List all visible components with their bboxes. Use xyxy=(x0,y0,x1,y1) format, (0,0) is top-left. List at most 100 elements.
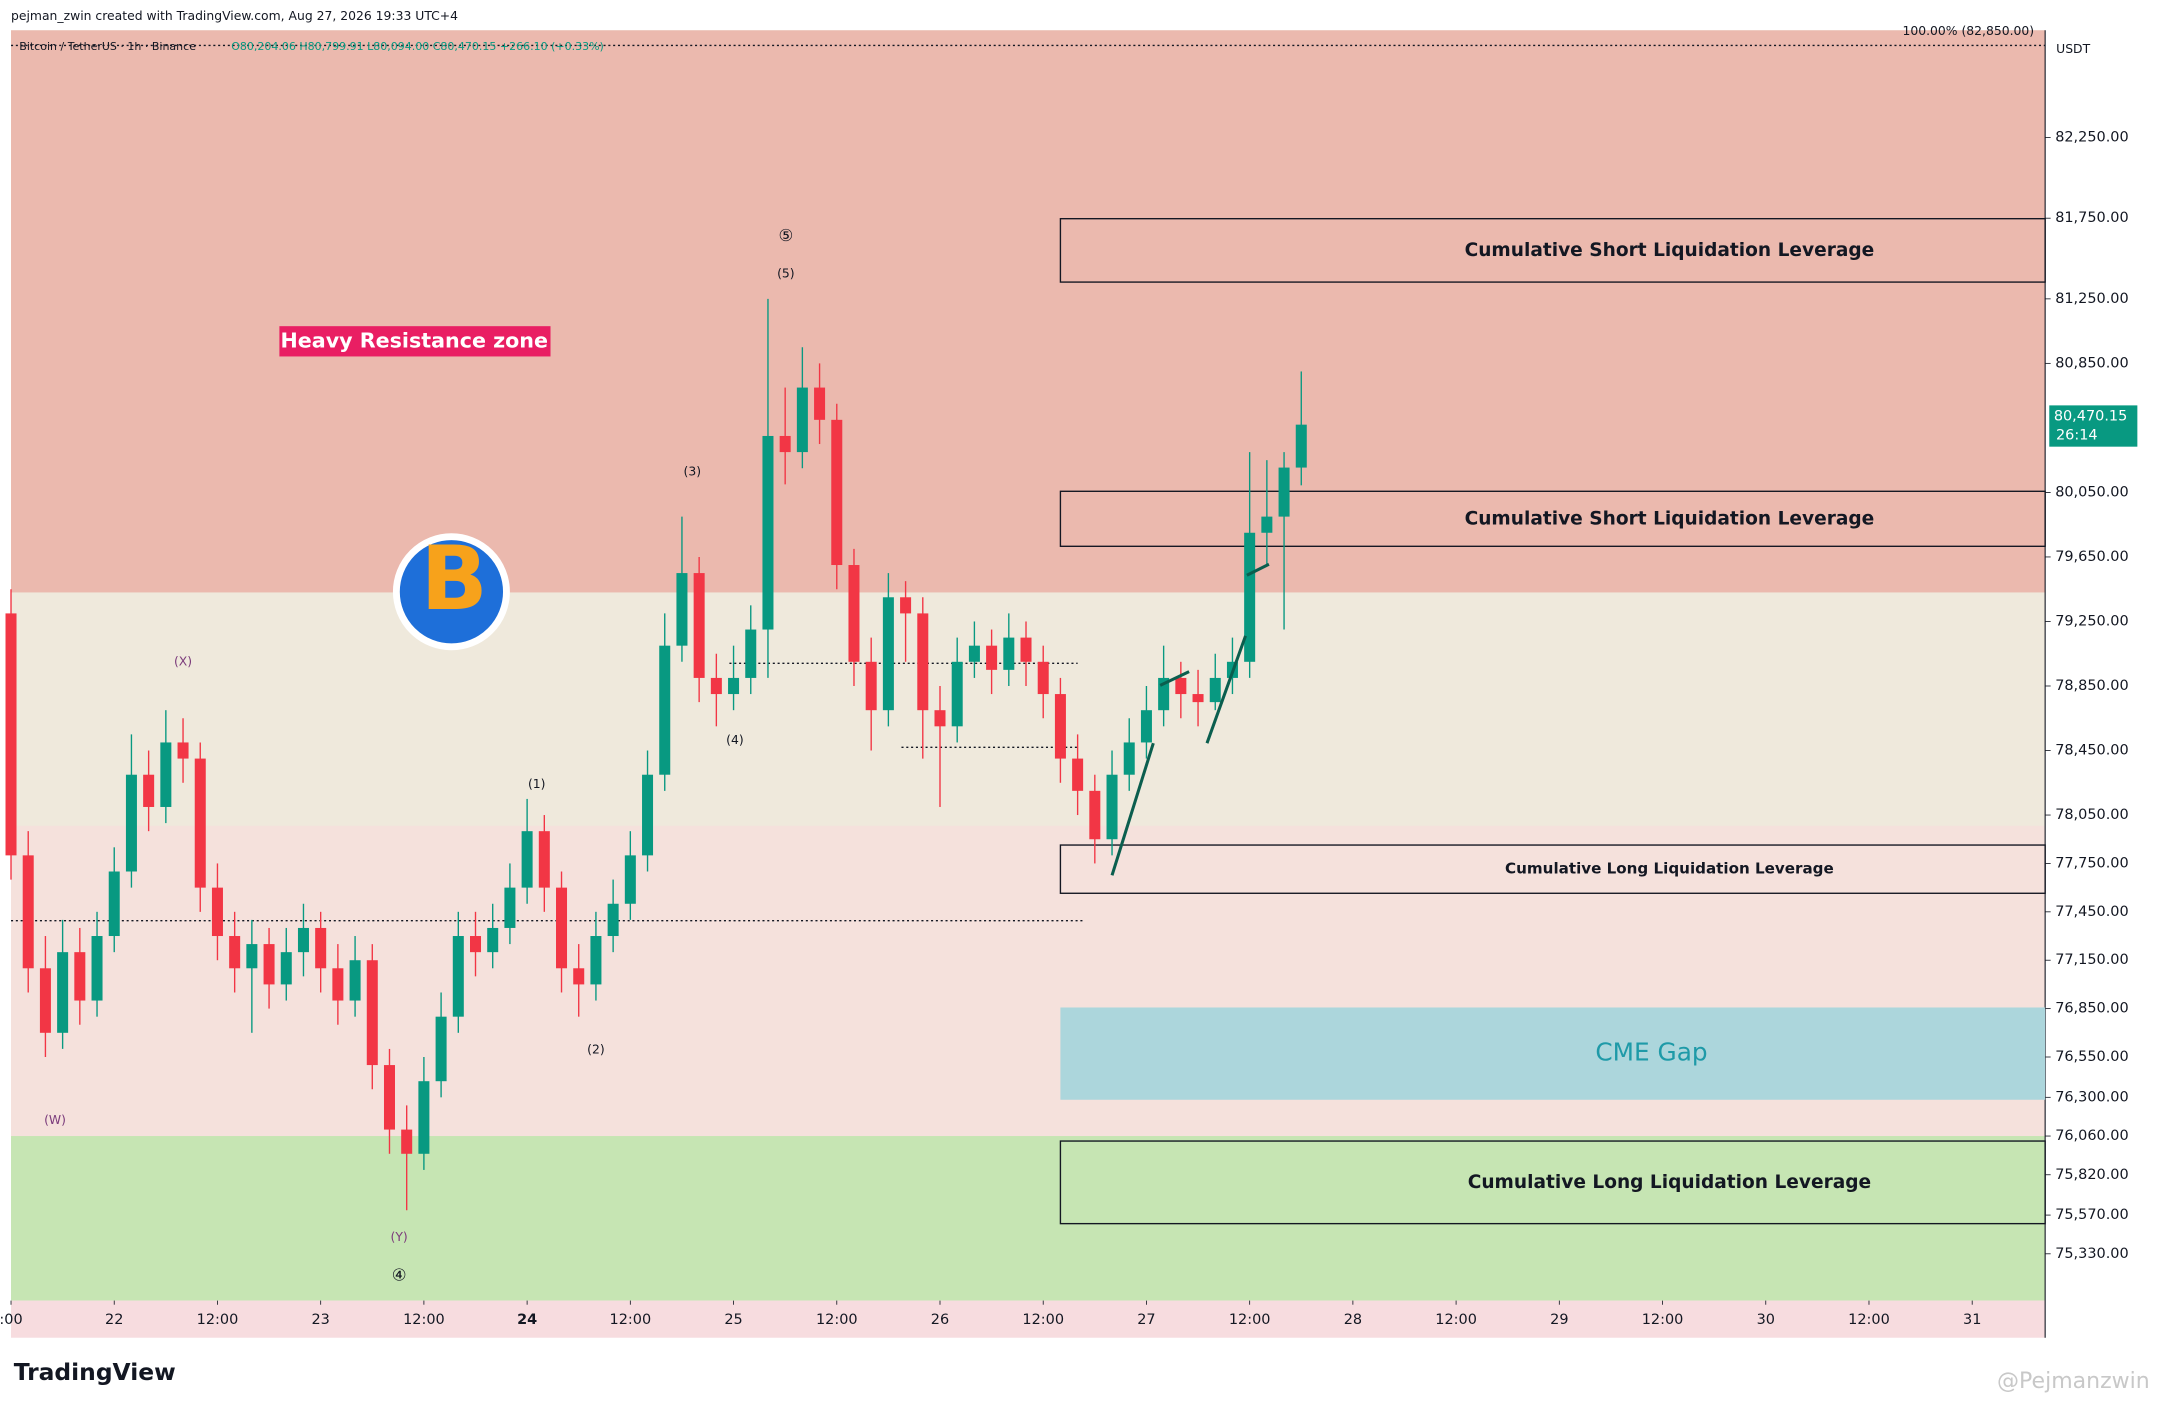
candle-body xyxy=(504,887,516,928)
candle-body xyxy=(229,936,241,969)
candle-body xyxy=(108,871,120,937)
wave-label: (Y) xyxy=(391,1230,408,1244)
author-line: pejman_zwin created with TradingView.com… xyxy=(11,9,458,23)
logo-circle xyxy=(392,533,510,651)
x-tick-label: 12:00 xyxy=(197,1312,239,1328)
y-tick-label: 76,850.00 xyxy=(2055,1001,2128,1017)
candle-body xyxy=(1054,694,1066,759)
candle-body xyxy=(297,927,309,953)
candle-body xyxy=(693,573,705,678)
y-tick-label: 78,850.00 xyxy=(2055,678,2128,694)
zone-box xyxy=(1059,844,2046,894)
last-price: 80,470.15 xyxy=(2054,408,2127,424)
x-tick-label: 12:00 xyxy=(816,1312,858,1328)
logo: TradingView xyxy=(14,1358,176,1386)
candle-body xyxy=(315,927,327,969)
candle-body xyxy=(1106,774,1118,840)
y-tick-label: 75,570.00 xyxy=(2055,1207,2128,1223)
candle-body xyxy=(332,968,344,1001)
y-tick-label: 80,050.00 xyxy=(2055,484,2128,500)
x-tick-label: :00 xyxy=(0,1312,23,1328)
candle-body xyxy=(573,968,585,985)
x-tick-label: 24 xyxy=(517,1312,537,1328)
y-tick-label: 81,250.00 xyxy=(2055,291,2128,307)
candle-body xyxy=(659,645,671,775)
x-tick-label: 29 xyxy=(1550,1312,1568,1328)
y-tick-label: 80,850.00 xyxy=(2055,355,2128,371)
candle-body xyxy=(882,597,894,711)
arrow xyxy=(1205,635,1247,744)
candle-body xyxy=(1192,694,1204,703)
x-tick-label: 12:00 xyxy=(1848,1312,1890,1328)
candle-body xyxy=(796,387,808,453)
candle-body xyxy=(280,952,292,985)
zone-box xyxy=(1059,1140,2046,1225)
x-tick-label: 26 xyxy=(931,1312,949,1328)
x-tick-label: 12:00 xyxy=(1642,1312,1684,1328)
candle-body xyxy=(91,936,103,1001)
candle-body xyxy=(951,661,963,727)
x-tick-label: 25 xyxy=(724,1312,742,1328)
wave-label: (4) xyxy=(726,733,744,747)
x-tick-label: 12:00 xyxy=(1435,1312,1477,1328)
y-tick-label: 75,330.00 xyxy=(2055,1246,2128,1262)
candle-body xyxy=(779,435,791,453)
candle-body xyxy=(1278,467,1290,517)
candle-body xyxy=(865,661,877,711)
zone-label: Cumulative Short Liquidation Leverage xyxy=(1465,240,1875,261)
candle-body xyxy=(349,960,361,1001)
zone-box xyxy=(1060,1007,2046,1100)
y-tick-label: 82,250.00 xyxy=(2055,130,2128,146)
wave-label: (3) xyxy=(684,465,702,479)
candle-body xyxy=(900,597,912,614)
wave-label: (1) xyxy=(528,777,546,791)
candle-body xyxy=(1140,710,1152,743)
candle-body xyxy=(143,774,155,807)
zone-box xyxy=(1059,217,2046,283)
candle-body xyxy=(383,1065,395,1130)
candle-body xyxy=(211,887,223,937)
x-tick-label: 12:00 xyxy=(610,1312,652,1328)
x-tick-label: 12:00 xyxy=(1229,1312,1271,1328)
candle-body xyxy=(814,387,826,420)
candle-body xyxy=(538,831,550,888)
candle-body xyxy=(745,629,757,678)
candle-body xyxy=(469,936,482,953)
wave-label: (2) xyxy=(587,1043,605,1057)
candle-body xyxy=(39,968,51,1033)
candle-body xyxy=(435,1016,447,1082)
price-tag xyxy=(2049,405,2138,447)
zone-label: Cumulative Long Liquidation Leverage xyxy=(1468,1172,1871,1193)
candle-body xyxy=(968,645,980,662)
y-tick-label: 76,300.00 xyxy=(2055,1089,2128,1105)
zone-label: CME Gap xyxy=(1595,1038,1707,1067)
candle-body xyxy=(917,613,929,711)
candle-body xyxy=(556,887,568,969)
zone-label: Cumulative Long Liquidation Leverage xyxy=(1505,860,1834,878)
candle-body xyxy=(831,419,843,566)
candle-body xyxy=(1209,677,1221,703)
x-tick-label: 30 xyxy=(1757,1312,1775,1328)
resistance-label: Heavy Resistance zone xyxy=(281,328,548,352)
y-tick-label: 75,820.00 xyxy=(2055,1167,2128,1183)
candle-body xyxy=(590,936,602,985)
y-tick-label: 79,250.00 xyxy=(2055,613,2128,629)
candle-body xyxy=(1089,790,1101,840)
resistance-zone xyxy=(11,30,2046,593)
candle-body xyxy=(177,742,189,759)
backgrounds: 82,250.00 81,750.00 81,250.00 80,850.00 80,0… xyxy=(0,30,2129,1338)
y-tick-label: 78,050.00 xyxy=(2055,807,2128,823)
wave-label: ⑤ xyxy=(778,226,793,245)
candle-body xyxy=(624,855,636,904)
zone-tag xyxy=(279,326,551,357)
candle-body xyxy=(246,944,258,969)
candle-body xyxy=(366,960,378,1066)
x-tick-label: 12:00 xyxy=(1022,1312,1064,1328)
candle-body xyxy=(1123,742,1135,775)
y-tick-label: 77,150.00 xyxy=(2055,952,2128,968)
x-tick-label: 12:00 xyxy=(403,1312,445,1328)
candle-body xyxy=(263,944,275,985)
wave-label: ④ xyxy=(392,1265,407,1284)
candle-body xyxy=(1295,424,1307,468)
